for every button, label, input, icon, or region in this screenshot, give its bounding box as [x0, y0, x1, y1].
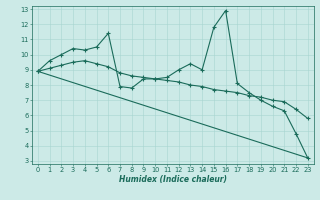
X-axis label: Humidex (Indice chaleur): Humidex (Indice chaleur) [119, 175, 227, 184]
